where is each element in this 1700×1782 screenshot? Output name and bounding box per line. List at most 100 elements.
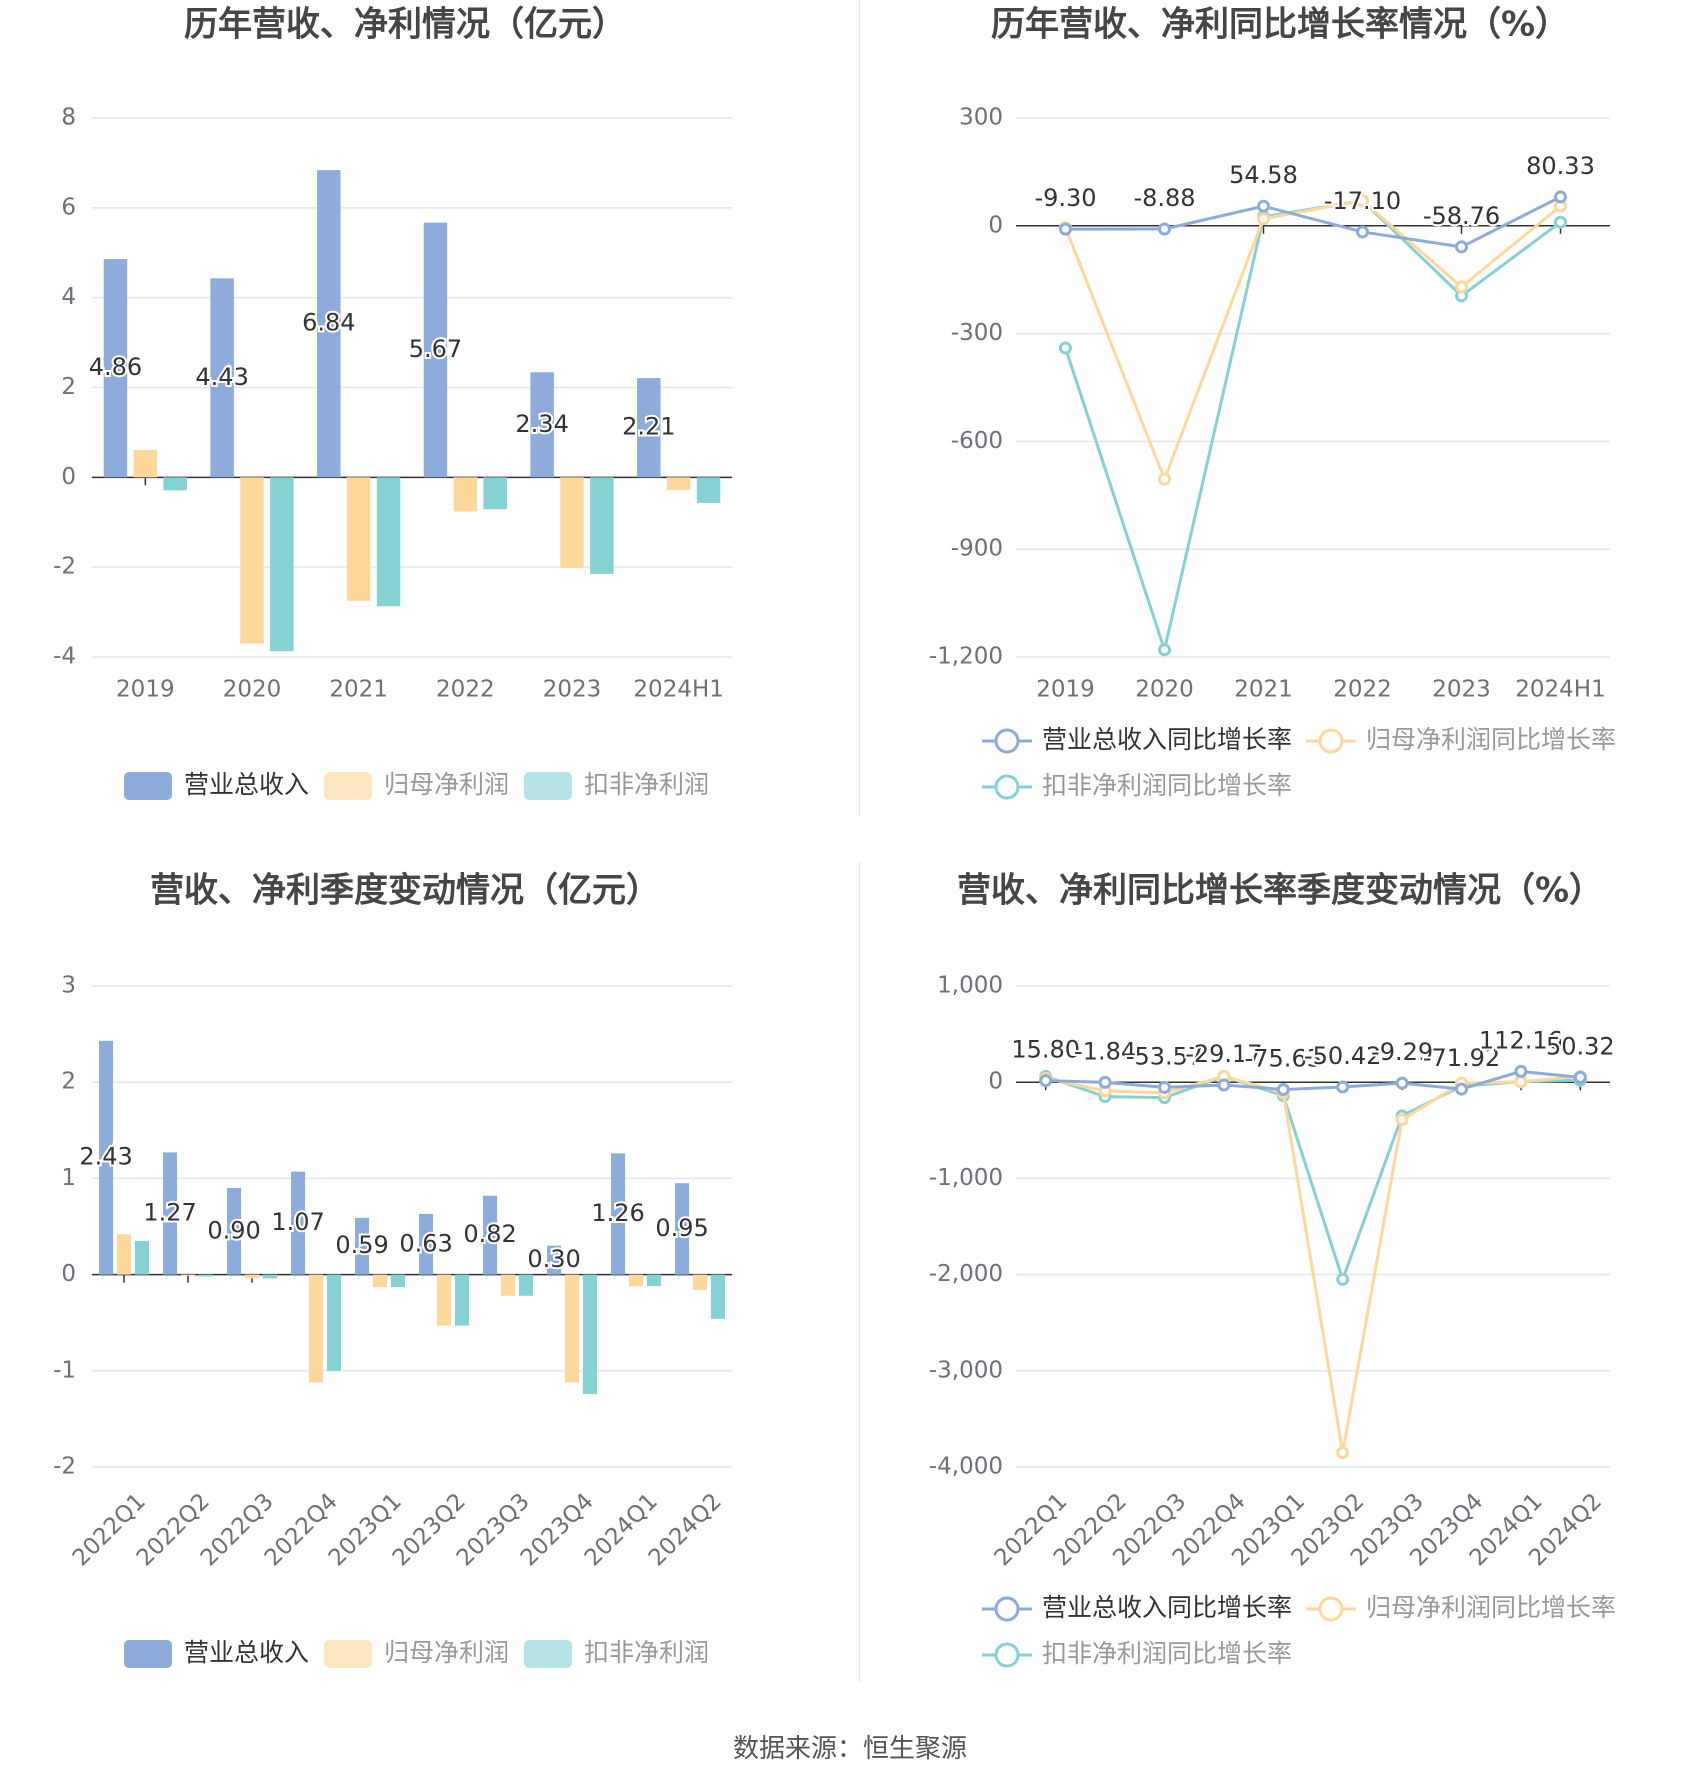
- bar-quarterly-values-s0-5: [419, 1213, 434, 1275]
- bar-quarterly-values-s2-7: [582, 1274, 597, 1394]
- x-tick-label-annual-growth-0: 2019: [1036, 677, 1095, 703]
- bar-annual-values-s2-4: [590, 477, 614, 574]
- point-quarterly-growth-s1-6: [1395, 1113, 1409, 1127]
- x-tick-label-annual-values-2: 2021: [329, 677, 388, 703]
- point-annual-growth-s2-1: [1158, 643, 1171, 657]
- chart-title-annual-growth: 历年营收、净利同比增长率情况（%）: [991, 5, 1569, 45]
- vertical-divider-bottom: [859, 862, 860, 1682]
- y-tick-label-annual-growth-5: -1,200: [929, 644, 1003, 670]
- bar-quarterly-values-s1-9: [692, 1274, 708, 1290]
- y-tick-label-annual-values-1: 6: [61, 194, 76, 220]
- bar-quarterly-values-s1-2: [244, 1274, 260, 1279]
- series-line-annual-growth-s0: [1065, 195, 1562, 249]
- legend-swatch-annual-values-1: [324, 772, 372, 800]
- y-tick-label-annual-values-4: 0: [61, 464, 76, 490]
- legend-label-annual-growth-1: 归母净利润同比增长率: [1366, 725, 1616, 754]
- y-tick-label-quarterly-values-0: 3: [61, 973, 76, 999]
- data-label-quarterly-values-0: 2.43: [79, 1143, 132, 1171]
- point-annual-growth-s0-0: [1059, 222, 1072, 236]
- point-annual-growth-s2-5: [1554, 215, 1567, 229]
- legend-label-quarterly-growth-2: 扣非净利润同比增长率: [1042, 1639, 1292, 1668]
- point-annual-growth-s1-2: [1257, 212, 1270, 226]
- bar-quarterly-values-s2-1: [198, 1274, 213, 1277]
- bar-quarterly-values-s1-7: [564, 1274, 580, 1383]
- legend-marker-quarterly-growth-1: [1318, 1596, 1344, 1622]
- legend-marker-quarterly-growth-0: [994, 1596, 1020, 1622]
- x-tick-label-annual-values-5: 2024H1: [633, 677, 723, 703]
- legend-label-annual-values-1: 归母净利润: [384, 770, 509, 799]
- chart-title-annual-values: 历年营收、净利情况（亿元）: [184, 5, 626, 45]
- legend-label-annual-values-2: 扣非净利润: [584, 770, 709, 799]
- data-label-annual-values-2: 6.84: [302, 309, 355, 337]
- y-tick-label-annual-growth-0: 300: [959, 105, 1003, 131]
- bar-annual-values-s1-0: [133, 449, 158, 478]
- x-tick-label-annual-values-4: 2023: [543, 677, 602, 703]
- data-label-annual-growth-0: -9.30: [1034, 184, 1096, 212]
- x-tick-label-annual-values-3: 2022: [436, 677, 495, 703]
- point-annual-growth-s2-0: [1059, 341, 1072, 355]
- data-label-annual-growth-5: 80.33: [1526, 152, 1595, 180]
- bar-annual-values-s0-1: [210, 278, 234, 478]
- y-tick-label-annual-growth-1: 0: [988, 212, 1003, 238]
- y-tick-label-annual-growth-2: -300: [951, 320, 1003, 346]
- y-tick-label-annual-growth-3: -600: [951, 428, 1003, 454]
- y-tick-label-quarterly-growth-5: -4,000: [929, 1454, 1003, 1480]
- data-label-annual-values-0: 4.86: [89, 353, 142, 381]
- data-label-annual-values-1: 4.43: [195, 363, 248, 391]
- legend-marker-annual-growth-2: [994, 774, 1020, 800]
- bar-annual-values-s0-0: [103, 259, 128, 478]
- legend-label-quarterly-values-0: 营业总收入: [184, 1638, 309, 1667]
- data-label-quarterly-values-9: 0.95: [655, 1214, 708, 1242]
- legend-swatch-quarterly-values-2: [524, 1640, 572, 1668]
- legend-label-annual-values-0: 营业总收入: [184, 770, 309, 799]
- point-quarterly-growth-s1-5: [1336, 1446, 1350, 1460]
- x-tick-label-annual-values-0: 2019: [116, 677, 175, 703]
- bar-annual-values-s2-3: [483, 477, 507, 510]
- bar-annual-values-s0-4: [530, 372, 554, 478]
- data-label-quarterly-growth-1: -1.84: [1074, 1037, 1136, 1065]
- series-line-quarterly-growth-s0: [1045, 1069, 1581, 1091]
- bar-quarterly-values-s1-8: [628, 1274, 644, 1287]
- bar-quarterly-values-s0-2: [227, 1188, 242, 1275]
- y-tick-label-annual-values-3: 2: [61, 374, 76, 400]
- bar-quarterly-values-s0-1: [163, 1152, 178, 1275]
- data-label-quarterly-growth-5: -50.42: [1304, 1042, 1381, 1070]
- point-quarterly-growth-s1-8: [1514, 1075, 1528, 1089]
- y-tick-label-annual-growth-4: -900: [951, 536, 1003, 562]
- data-label-quarterly-values-2: 0.90: [207, 1216, 260, 1244]
- x-tick-label-annual-values-1: 2020: [223, 677, 282, 703]
- point-quarterly-growth-s0-7: [1455, 1082, 1468, 1096]
- data-label-quarterly-growth-7: -71.92: [1423, 1044, 1500, 1072]
- bar-quarterly-values-s1-5: [436, 1274, 452, 1326]
- legend-label-quarterly-values-2: 扣非净利润: [584, 1638, 709, 1667]
- y-tick-label-quarterly-growth-1: 0: [988, 1069, 1003, 1095]
- bar-annual-values-s2-1: [270, 477, 294, 652]
- legend-swatch-quarterly-values-1: [324, 1640, 372, 1668]
- legend-marker-annual-growth-0: [994, 728, 1020, 754]
- data-label-annual-growth-3: -17.10: [1324, 187, 1401, 215]
- point-quarterly-growth-s0-0: [1039, 1074, 1053, 1088]
- legend-marker-quarterly-growth-2: [994, 1642, 1020, 1668]
- bar-quarterly-values-s1-4: [372, 1274, 388, 1288]
- data-source-note: 数据来源：恒生聚源: [732, 1734, 967, 1764]
- point-annual-growth-s0-5: [1554, 190, 1567, 204]
- chart-title-quarterly-values: 营收、净利季度变动情况（亿元）: [150, 871, 660, 911]
- bar-quarterly-values-s2-5: [454, 1274, 469, 1326]
- bar-quarterly-values-s0-6: [483, 1195, 498, 1275]
- chart-title-quarterly-growth: 营收、净利同比增长率季度变动情况（%）: [957, 871, 1603, 911]
- point-quarterly-growth-s0-5: [1336, 1080, 1350, 1094]
- bar-annual-values-s1-4: [560, 477, 584, 569]
- legend-label-quarterly-values-1: 归母净利润: [384, 1638, 509, 1667]
- data-label-quarterly-values-7: 0.30: [527, 1245, 580, 1273]
- data-label-quarterly-growth-3: -29.17: [1185, 1040, 1262, 1068]
- legend-label-annual-growth-0: 营业总收入同比增长率: [1042, 725, 1292, 754]
- y-tick-label-quarterly-growth-2: -1,000: [929, 1165, 1003, 1191]
- bar-annual-values-s1-2: [346, 477, 371, 601]
- bar-quarterly-values-s2-9: [710, 1274, 725, 1319]
- data-label-quarterly-values-5: 0.63: [399, 1229, 452, 1257]
- series-line-quarterly-growth-s1: [1045, 1074, 1581, 1453]
- data-label-quarterly-values-8: 1.26: [591, 1199, 644, 1227]
- bar-quarterly-values-s2-6: [518, 1274, 533, 1296]
- bar-quarterly-values-s1-1: [180, 1274, 196, 1276]
